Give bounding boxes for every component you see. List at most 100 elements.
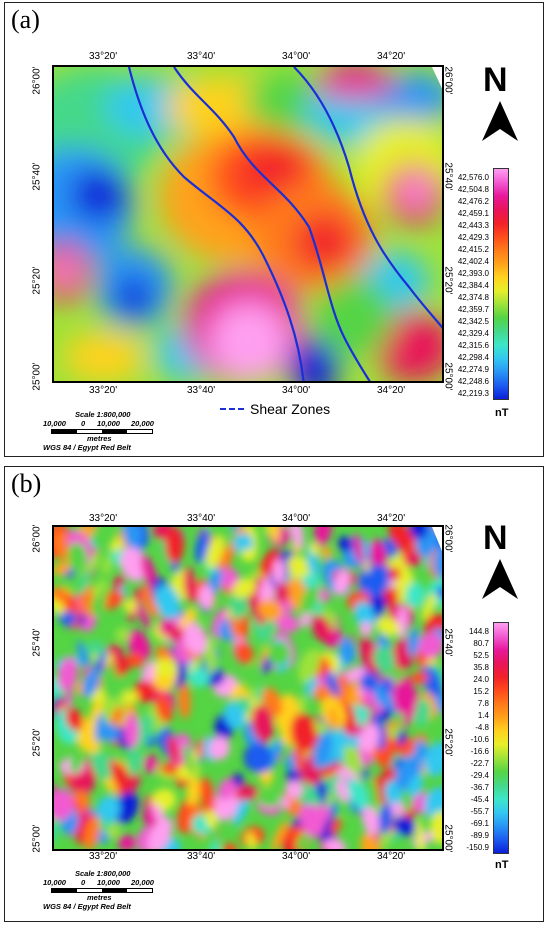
anomaly-blob <box>82 667 100 699</box>
lon-tick-top: 33°20' <box>89 513 118 524</box>
lat-tick-left: 26°00' <box>31 524 43 553</box>
anomaly-blob <box>165 527 185 564</box>
legend-value: -69.1 <box>470 819 489 828</box>
anomaly-blob <box>302 783 321 811</box>
legend-value: 15.2 <box>473 687 489 696</box>
anomaly-blob <box>257 599 283 621</box>
scale-block: Scale 1:800,000 10,000 0 10,000 20,000 m… <box>43 410 173 452</box>
legend-value: 144.8 <box>468 627 489 636</box>
north-label: N <box>483 61 508 99</box>
scale-tick: 20,000 <box>131 878 154 887</box>
anomaly-blob <box>61 611 77 627</box>
anomaly-blob <box>415 818 425 849</box>
scale-units: metres <box>87 893 112 902</box>
anomaly-blob <box>92 585 102 599</box>
anomaly-blob <box>418 632 442 659</box>
anomaly-blob <box>336 778 350 802</box>
anomaly-blob <box>86 640 106 656</box>
anomaly-blob <box>412 698 432 727</box>
legend-value: 42,443.3 <box>457 221 489 230</box>
scale-title: Scale 1:800,000 <box>75 869 131 878</box>
legend-value: -150.9 <box>466 843 489 852</box>
anomaly-blob <box>218 778 235 801</box>
anomaly-blob <box>223 702 246 730</box>
anomaly-blob <box>206 527 231 549</box>
scale-tick: 10,000 <box>43 419 66 428</box>
anomaly-blob <box>186 776 200 807</box>
lon-tick-bottom: 33°40' <box>187 385 216 396</box>
anomaly-blob <box>155 693 173 723</box>
lon-tick-top: 34°00' <box>282 513 311 524</box>
north-label: N <box>483 519 508 557</box>
anomaly-blob <box>232 772 244 787</box>
anomaly-blob <box>117 834 136 849</box>
color-legend <box>493 168 509 400</box>
anomaly-blob <box>381 677 394 694</box>
anomaly-blob <box>328 707 339 730</box>
scale-bar <box>51 429 153 434</box>
residual-map <box>52 525 444 851</box>
anomaly-blob <box>357 749 373 767</box>
scale-ticks: 10,000 0 10,000 20,000 <box>43 419 173 429</box>
legend-value: 42,219.3 <box>457 389 489 398</box>
anomaly-blob <box>358 723 380 753</box>
anomaly-blob <box>409 527 428 540</box>
residual-map-raster <box>54 527 442 849</box>
anomaly-blob <box>205 636 217 675</box>
lat-tick-left: 26°00' <box>31 66 43 95</box>
lon-tick-top: 33°40' <box>187 51 216 62</box>
legend-value: 42,576.0 <box>457 173 489 182</box>
anomaly-blob <box>94 713 106 743</box>
anomaly-blob <box>127 771 141 794</box>
anomaly-blob <box>135 602 152 630</box>
anomaly-blob <box>195 528 210 564</box>
anomaly-blob <box>354 601 376 631</box>
panel-b-label: (b) <box>11 469 42 498</box>
panel-b: (b) 33°20' 33°40' 34°00' 34°20' 33°20' 3… <box>4 466 544 922</box>
scale-tick: 10,000 <box>43 878 66 887</box>
legend-value: -16.6 <box>470 747 489 756</box>
anomaly-blob <box>91 527 115 551</box>
anomaly-blob <box>433 545 442 579</box>
anomaly-blob <box>320 546 332 559</box>
tmi-map-raster <box>54 67 442 381</box>
legend-value: 42,476.2 <box>457 197 489 206</box>
anomaly-blob <box>429 810 442 845</box>
lon-tick-bottom: 34°00' <box>282 385 311 396</box>
anomaly-blob <box>109 706 124 728</box>
anomaly-blob <box>299 585 320 615</box>
anomaly-blob <box>290 712 317 752</box>
anomaly-blob <box>180 607 197 631</box>
legend-value: 35.8 <box>473 663 489 672</box>
legend-value: -45.4 <box>470 795 489 804</box>
anomaly-blob <box>274 613 300 633</box>
anomaly-blob <box>400 789 413 812</box>
scale-block: Scale 1:800,000 10,000 0 10,000 20,000 m… <box>43 869 173 911</box>
anomaly-blob <box>234 641 254 664</box>
anomaly-blob <box>147 817 173 849</box>
anomaly-blob <box>143 754 159 774</box>
anomaly-blob <box>54 788 74 821</box>
anomaly-blob <box>178 681 191 719</box>
anomaly-blob <box>112 575 125 590</box>
lon-tick-top: 33°40' <box>187 513 216 524</box>
anomaly-blob <box>377 633 390 651</box>
anomaly-blob <box>69 751 84 774</box>
anomaly-blob <box>359 622 373 636</box>
anomaly-blob <box>421 665 442 698</box>
anomaly-blob <box>234 785 260 801</box>
anomaly-blob <box>359 637 380 675</box>
legend-value: 42,504.8 <box>457 185 489 194</box>
scale-tick: 20,000 <box>131 419 154 428</box>
lon-tick-bottom: 34°00' <box>282 851 311 862</box>
lon-tick-bottom: 33°20' <box>89 385 118 396</box>
lon-tick-top: 34°00' <box>282 51 311 62</box>
anomaly-blob <box>130 749 144 776</box>
anomaly-blob <box>229 616 242 640</box>
shear-zone-label: Shear Zones <box>250 401 331 417</box>
legend-value: 42,248.6 <box>457 377 489 386</box>
anomaly-blob <box>123 599 140 613</box>
anomaly-blob <box>392 816 417 836</box>
anomaly-blob <box>364 564 390 597</box>
legend-value: 42,315.6 <box>457 341 489 350</box>
